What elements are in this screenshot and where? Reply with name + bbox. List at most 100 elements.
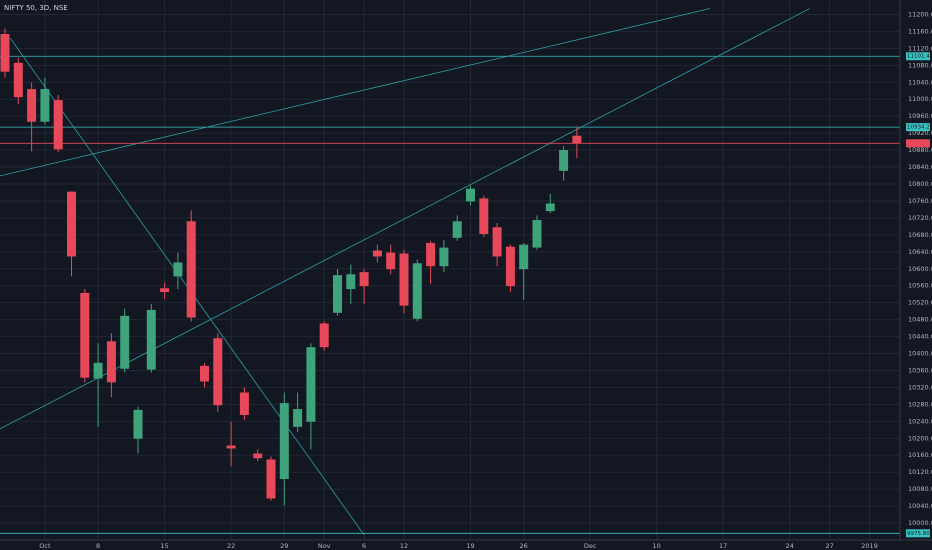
candle-body	[80, 292, 90, 378]
x-tick-label: 27	[825, 542, 833, 550]
y-tick-label: 11120.00	[908, 44, 932, 52]
candle-body	[186, 221, 196, 318]
candle-body	[466, 188, 475, 202]
x-tick-label: 10	[653, 542, 661, 550]
candle-body	[160, 288, 170, 293]
x-tick-label: 12	[400, 542, 408, 550]
y-tick-label: 10520.00	[908, 299, 932, 307]
candle-body	[293, 409, 303, 427]
candle-body	[532, 220, 542, 248]
y-tick-label: 11200.00	[908, 10, 932, 18]
candle-body	[133, 409, 143, 439]
y-tick-label: 10480.00	[908, 316, 932, 324]
price-tag	[906, 123, 930, 132]
candle-body	[279, 403, 289, 479]
y-tick-label: 10120.00	[908, 468, 932, 476]
y-tick-label: 10680.00	[908, 231, 932, 239]
y-tick-label: 10880.00	[908, 146, 932, 154]
y-tick-label: 10200.00	[908, 434, 932, 442]
x-tick-label: 22	[227, 542, 235, 550]
candle-body	[479, 198, 489, 235]
axes: 10000.00 10040.00 10080.00 10120.00 10160.00…	[39, 10, 932, 550]
candle-body	[53, 100, 63, 150]
candle-body	[333, 275, 342, 313]
candle-body	[559, 150, 569, 171]
y-tick-label: 10800.00	[908, 180, 932, 188]
candle-body	[399, 253, 409, 306]
candle-body	[106, 341, 116, 383]
y-tick-label: 10000.00	[908, 519, 932, 527]
y-tick-label: 10760.00	[908, 197, 932, 205]
candle-body	[426, 242, 436, 267]
candle-body	[13, 62, 23, 98]
y-tick-label: 10360.00	[908, 366, 932, 374]
y-tick-label: 10280.00	[908, 400, 932, 408]
price-tag-label: 9975.80	[907, 531, 930, 537]
x-tick-label: 8	[96, 542, 100, 550]
y-tick-label: 10160.00	[908, 451, 932, 459]
candle-body	[253, 453, 263, 459]
candle-body	[40, 89, 50, 122]
candle-body	[200, 365, 209, 382]
last-price-tag	[906, 139, 930, 148]
y-tick-label: 10080.00	[908, 485, 932, 493]
trendline	[0, 8, 710, 177]
candle-body	[545, 203, 555, 212]
candle-body	[372, 250, 382, 257]
price-tag	[906, 529, 930, 538]
y-tick-label: 10960.00	[908, 112, 932, 120]
candle-body	[505, 246, 515, 287]
y-tick-label: 11040.00	[908, 78, 932, 86]
candle-body	[213, 338, 223, 406]
x-tick-label: 6	[362, 542, 366, 550]
candle-body	[146, 309, 156, 370]
price-tag-label: 10934.25	[907, 125, 932, 131]
y-tick-label: 10560.00	[908, 282, 932, 290]
candle-body	[173, 262, 183, 277]
y-tick-label: 10240.00	[908, 417, 932, 425]
x-tick-label: 24	[786, 542, 794, 550]
y-tick-label: 11160.00	[908, 27, 932, 35]
candle-body	[306, 347, 316, 422]
candle-body	[386, 252, 396, 270]
x-tick-label: 17	[719, 542, 727, 550]
candle-body	[120, 315, 130, 369]
price-tag	[906, 52, 930, 61]
y-tick-label: 11000.00	[908, 95, 932, 103]
candle-body	[226, 445, 236, 449]
candle-body	[439, 247, 449, 267]
y-tick-label: 10720.00	[908, 214, 932, 222]
x-tick-label: 2019	[861, 542, 878, 550]
x-tick-label: Nov	[318, 542, 331, 550]
candle-body	[27, 89, 37, 122]
price-tag-label: 11101.45	[907, 54, 932, 60]
x-tick-label: 29	[280, 542, 288, 550]
candle-body	[519, 244, 529, 270]
candle-body	[67, 191, 76, 257]
candle-body	[572, 135, 582, 144]
candle-body	[239, 392, 249, 415]
x-tick-label: Dec	[584, 542, 597, 550]
x-tick-label: 19	[466, 542, 474, 550]
candle-body	[0, 33, 10, 72]
candle-body	[412, 263, 422, 319]
y-tick-label: 10920.00	[908, 129, 932, 137]
x-tick-label: 15	[160, 542, 168, 550]
candle-body	[452, 221, 462, 238]
x-tick-label: Oct	[39, 542, 51, 550]
candle-body	[93, 362, 103, 379]
y-tick-label: 10040.00	[908, 502, 932, 510]
y-tick-label: 10440.00	[908, 333, 932, 341]
chart-title: NIFTY 50, 3D, NSE	[4, 4, 68, 12]
y-tick-label: 10400.00	[908, 350, 932, 358]
x-tick-label: 26	[520, 542, 528, 550]
candle-body	[319, 323, 329, 348]
candle-body	[346, 274, 356, 290]
y-tick-label: 10320.00	[908, 383, 932, 391]
y-tick-label: 10840.00	[908, 163, 932, 171]
candle-body	[266, 459, 276, 499]
candle-body	[359, 272, 369, 287]
trendline	[0, 8, 810, 430]
